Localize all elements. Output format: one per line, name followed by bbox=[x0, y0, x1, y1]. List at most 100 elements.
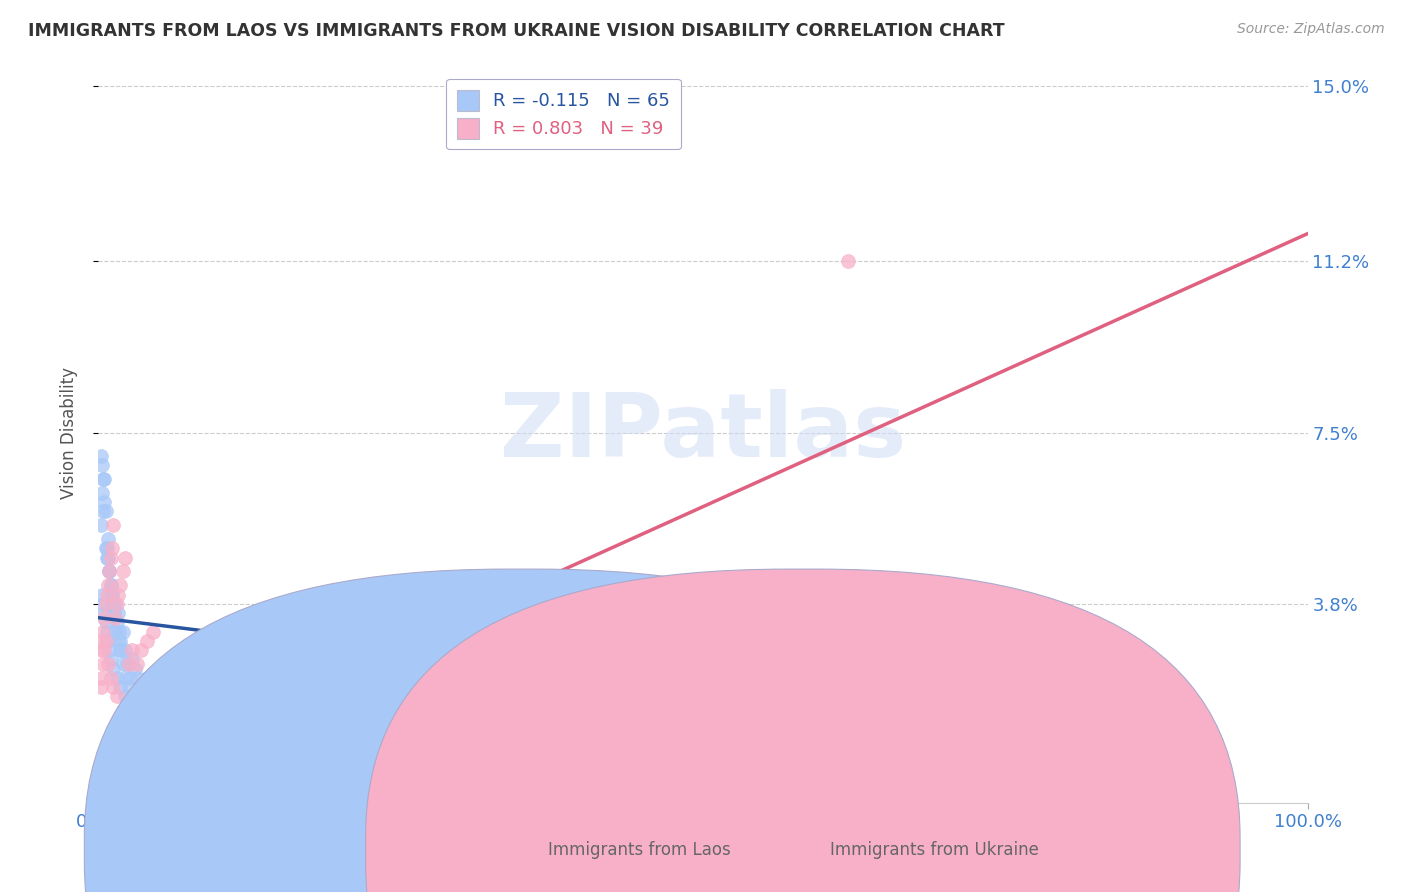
Point bbox=[148, 690, 170, 704]
Point bbox=[93, 472, 115, 486]
Point bbox=[100, 578, 122, 592]
Point bbox=[104, 597, 127, 611]
Point bbox=[91, 485, 114, 500]
Point bbox=[118, 680, 141, 694]
Point bbox=[91, 472, 114, 486]
Point bbox=[108, 578, 131, 592]
Point bbox=[124, 703, 146, 717]
Point bbox=[97, 657, 120, 671]
Point bbox=[124, 726, 146, 740]
Text: Immigrants from Laos: Immigrants from Laos bbox=[548, 841, 731, 859]
Point bbox=[121, 652, 143, 666]
Point bbox=[100, 588, 122, 602]
Point bbox=[96, 550, 118, 565]
Point bbox=[135, 707, 157, 722]
Point bbox=[100, 671, 122, 685]
Point bbox=[93, 610, 115, 624]
Point bbox=[547, 671, 569, 685]
Point bbox=[108, 624, 131, 639]
Point bbox=[91, 588, 114, 602]
Point bbox=[135, 671, 157, 685]
Point bbox=[91, 504, 114, 518]
Point bbox=[101, 680, 124, 694]
Point bbox=[111, 703, 134, 717]
Point bbox=[98, 565, 121, 579]
Point bbox=[91, 624, 114, 639]
Point bbox=[91, 633, 114, 648]
Point bbox=[98, 565, 121, 579]
Point bbox=[103, 606, 125, 620]
Point bbox=[91, 597, 114, 611]
Point bbox=[127, 671, 149, 685]
Point bbox=[110, 643, 132, 657]
Point bbox=[100, 588, 122, 602]
Point bbox=[93, 495, 115, 509]
Point bbox=[111, 624, 134, 639]
Point bbox=[114, 550, 136, 565]
Point bbox=[90, 680, 112, 694]
Point bbox=[107, 588, 129, 602]
Point bbox=[101, 518, 124, 533]
Point bbox=[107, 633, 129, 648]
Point bbox=[94, 504, 117, 518]
Point bbox=[111, 565, 134, 579]
Text: Source: ZipAtlas.com: Source: ZipAtlas.com bbox=[1237, 22, 1385, 37]
Point bbox=[94, 597, 117, 611]
Point bbox=[153, 717, 176, 731]
Point bbox=[127, 657, 149, 671]
Point bbox=[105, 671, 128, 685]
Point bbox=[108, 680, 131, 694]
Point bbox=[103, 610, 125, 624]
Legend: R = -0.115   N = 65, R = 0.803   N = 39: R = -0.115 N = 65, R = 0.803 N = 39 bbox=[446, 78, 681, 150]
Point bbox=[142, 624, 165, 639]
Point bbox=[166, 680, 188, 694]
Point bbox=[97, 578, 120, 592]
Point bbox=[118, 698, 141, 713]
Point bbox=[96, 588, 118, 602]
Point bbox=[91, 458, 114, 472]
Point bbox=[121, 643, 143, 657]
Point bbox=[129, 643, 152, 657]
Point bbox=[101, 597, 124, 611]
Point bbox=[93, 643, 115, 657]
Point bbox=[100, 550, 122, 565]
Point bbox=[108, 633, 131, 648]
Point bbox=[100, 652, 122, 666]
Point bbox=[94, 541, 117, 556]
Point bbox=[118, 717, 141, 731]
Point bbox=[96, 624, 118, 639]
Point bbox=[510, 657, 533, 671]
Point bbox=[93, 606, 115, 620]
Point bbox=[100, 578, 122, 592]
Point bbox=[97, 550, 120, 565]
Point bbox=[96, 541, 118, 556]
Point bbox=[94, 615, 117, 630]
Point bbox=[98, 565, 121, 579]
Point bbox=[118, 671, 141, 685]
Text: ZIPatlas: ZIPatlas bbox=[501, 389, 905, 476]
Point bbox=[111, 657, 134, 671]
Point bbox=[117, 657, 139, 671]
Point bbox=[837, 254, 859, 268]
Point bbox=[100, 541, 122, 556]
Y-axis label: Vision Disability: Vision Disability bbox=[59, 367, 77, 499]
Point bbox=[104, 610, 127, 624]
Point bbox=[91, 657, 114, 671]
Point bbox=[90, 643, 112, 657]
Point bbox=[118, 657, 141, 671]
Point bbox=[104, 624, 127, 639]
Point bbox=[135, 633, 157, 648]
Point bbox=[94, 633, 117, 648]
Point bbox=[90, 518, 112, 533]
Point bbox=[107, 606, 129, 620]
Point bbox=[97, 532, 120, 546]
Point bbox=[101, 597, 124, 611]
Point bbox=[114, 690, 136, 704]
Point bbox=[108, 643, 131, 657]
Text: Immigrants from Ukraine: Immigrants from Ukraine bbox=[830, 841, 1039, 859]
Point bbox=[97, 633, 120, 648]
Point bbox=[105, 597, 128, 611]
Point bbox=[91, 671, 114, 685]
Point bbox=[98, 643, 121, 657]
Point bbox=[114, 643, 136, 657]
